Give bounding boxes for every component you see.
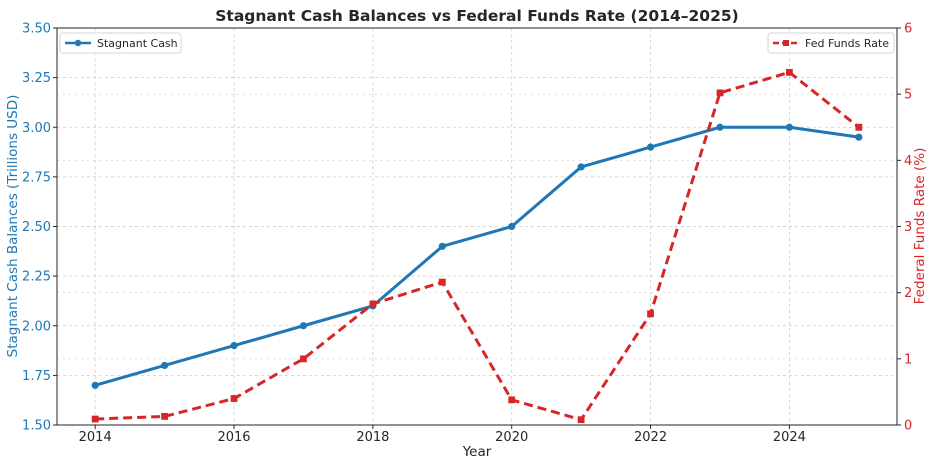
y-left-tick-label: 3.25	[22, 71, 51, 86]
y-left-tick-label: 3.00	[22, 121, 51, 136]
y-right-tick-label: 5	[904, 88, 912, 103]
legend-left: Stagnant Cash	[59, 32, 182, 54]
series-line-cash	[94, 125, 860, 387]
data-point-cash	[91, 381, 99, 389]
data-point-fed	[508, 396, 516, 404]
y-axis-right-label: Federal Funds Rate (%)	[912, 148, 928, 305]
series-line-fed	[95, 70, 860, 422]
data-point-fed	[716, 89, 724, 97]
data-point-cash	[716, 123, 724, 131]
legend-right: Fed Funds Rate	[767, 32, 895, 54]
data-point-cash	[438, 242, 446, 250]
grid-lines	[57, 27, 897, 426]
data-point-cash	[646, 143, 655, 151]
y-left-tick-label: 1.50	[22, 419, 51, 434]
y-left-tick-label: 2.00	[22, 319, 51, 334]
y-right-tick-label: 3	[904, 220, 912, 235]
y-left-tick-label: 2.50	[22, 220, 51, 235]
y-left-tick-label: 1.75	[22, 369, 51, 384]
x-tick-label: 2016	[217, 430, 250, 445]
legend-marker-cash	[74, 39, 82, 47]
y-right-tick-label: 6	[904, 22, 912, 37]
y-left-tick-label: 2.75	[22, 170, 51, 185]
y-left-tick-label: 3.50	[22, 22, 51, 37]
data-point-fed	[300, 355, 307, 363]
data-point-fed	[647, 310, 654, 318]
x-tick-label: 2020	[495, 430, 528, 445]
data-point-fed	[369, 300, 377, 308]
data-point-fed	[91, 415, 99, 423]
data-point-cash	[577, 163, 585, 171]
y-right-tick-label: 2	[904, 286, 912, 301]
tick-labels: 2014 2016 2018 2020 2022 20241.501.752.002.25…	[22, 22, 912, 446]
data-point-fed	[785, 68, 793, 76]
data-point-cash	[785, 123, 793, 131]
y-right-tick-label: 1	[904, 352, 912, 367]
y-left-tick-label: 2.25	[22, 270, 51, 285]
y-right-tick-label: 4	[904, 154, 912, 169]
data-point-fed	[577, 416, 585, 424]
x-axis-label: Year	[462, 444, 492, 460]
data-point-fed	[855, 123, 863, 131]
legend-left-box	[59, 32, 182, 54]
y-right-tick-label: 0	[904, 419, 912, 434]
data-point-cash	[508, 222, 516, 231]
plot-series	[91, 68, 863, 424]
axes	[53, 27, 901, 429]
x-tick-label: 2014	[79, 430, 112, 445]
legend-marker-fed	[783, 40, 789, 46]
data-point-fed	[161, 412, 169, 420]
data-point-fed	[438, 278, 446, 286]
data-point-cash	[299, 322, 308, 330]
legend-right-box	[767, 32, 895, 54]
data-point-cash	[161, 361, 169, 370]
x-tick-label: 2022	[634, 430, 667, 445]
data-point-fed	[230, 395, 238, 402]
x-tick-label: 2018	[356, 430, 389, 445]
data-point-cash	[230, 342, 238, 350]
data-point-cash	[855, 133, 863, 141]
legend-label-fed: Fed Funds Rate	[805, 37, 889, 50]
legend-label-cash: Stagnant Cash	[97, 37, 178, 50]
y-axis-left-label: Stagnant Cash Balances (Trillions USD)	[5, 95, 21, 358]
chart-title: Stagnant Cash Balances vs Federal Funds …	[215, 7, 739, 25]
x-tick-label: 2024	[773, 430, 806, 445]
